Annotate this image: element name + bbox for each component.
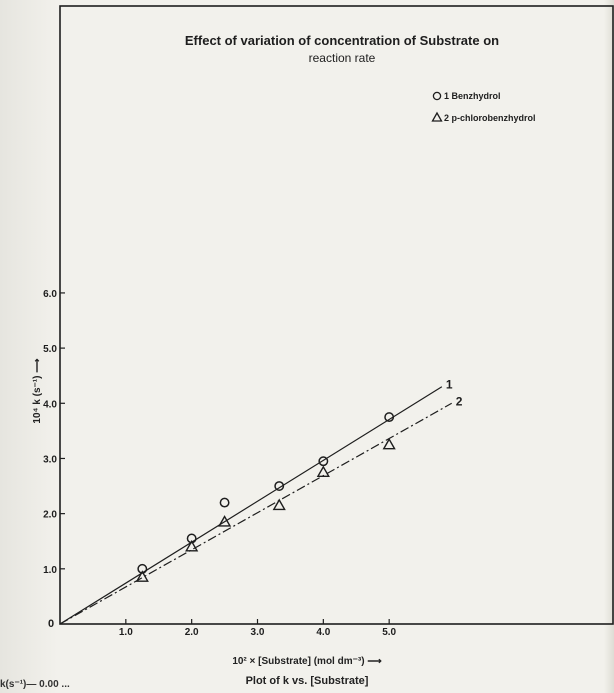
y-tick-label: 4.0 [43, 399, 57, 410]
series-2-point [316, 465, 330, 478]
x-tick-label: 2.0 [185, 627, 199, 638]
series-1-fit-line [59, 386, 443, 625]
series-points [135, 412, 396, 582]
x-tick-label: 4.0 [316, 627, 330, 638]
page-shadow-right [604, 0, 614, 693]
legend-entry-label: 2 p-chlorobenzhydrol [444, 113, 536, 123]
y-tick-label: 3.0 [43, 454, 57, 465]
y-tick-label: 5.0 [43, 344, 57, 355]
series-2-point [272, 498, 286, 511]
y-axis-label: 10⁴ k (s⁻¹) ⟶ [32, 358, 43, 424]
cut-off-text-fragment: k(s⁻¹)— 0.00 ... [0, 679, 70, 690]
series-1-point [384, 412, 395, 423]
y-tick-label: 6.0 [43, 289, 57, 300]
series-2-fit-line [59, 402, 453, 625]
series-lines: 12 [59, 378, 463, 625]
legend-circle-icon [432, 91, 442, 101]
legend-triangle-icon [431, 111, 443, 122]
page-shadow-left [0, 0, 58, 693]
x-tick-label: 5.0 [382, 627, 396, 638]
y-tick-label: 2.0 [43, 510, 57, 521]
series-2-point [185, 539, 199, 552]
series-2-point [135, 570, 149, 582]
y-tick-label: 1.0 [43, 565, 57, 576]
series-1-point [219, 497, 230, 508]
series-2-point [217, 515, 232, 527]
origin-label: 0 [48, 618, 54, 630]
legend: 1 Benzhydrol 2 p-chlorobenzhydrol [431, 91, 536, 123]
x-tick-label: 3.0 [251, 627, 265, 638]
series-2-point [382, 437, 396, 450]
chart-title-line-1: Effect of variation of concentration of … [185, 33, 499, 48]
series-1-point [318, 456, 329, 467]
axes: 1.0 2.0 3.0 4.0 5.0 1.0 2.0 3.0 4.0 5.0 6.0 [43, 289, 396, 638]
chart-title-line-2: reaction rate [309, 51, 376, 65]
x-axis-label: 10² × [Substrate] (mol dm⁻³) ⟶ [232, 656, 382, 667]
plot-frame [59, 5, 614, 625]
legend-entry-label: 1 Benzhydrol [444, 91, 501, 101]
series-2-line-label: 2 [456, 394, 463, 408]
x-tick-label: 1.0 [119, 627, 133, 638]
figure-caption: Plot of k vs. [Substrate] [245, 675, 369, 687]
series-1-point [274, 481, 285, 492]
series-1-line-label: 1 [446, 378, 453, 392]
